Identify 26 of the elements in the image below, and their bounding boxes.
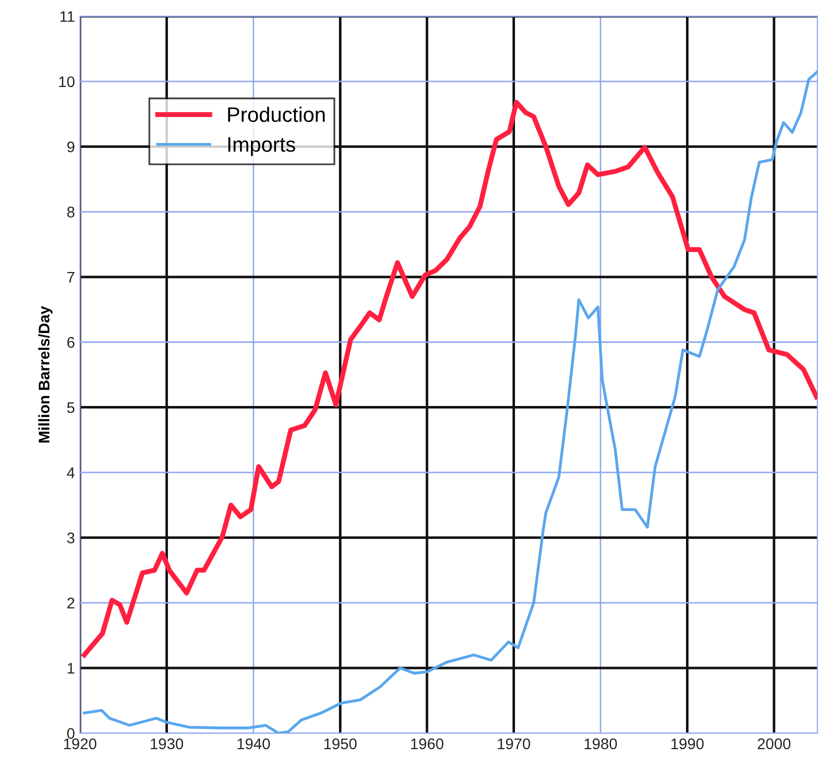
- x-tick-label: 1940: [238, 738, 270, 750]
- y-tick-label: 3: [67, 532, 74, 544]
- x-tick-label: 1950: [324, 738, 357, 750]
- x-tick-label: 1920: [64, 738, 96, 750]
- y-tick-label: 4: [66, 467, 75, 478]
- y-tick-label: 8: [67, 206, 74, 218]
- y-tick-label: 9: [67, 141, 74, 152]
- x-tick-label: 1980: [584, 738, 617, 750]
- y-tick-label: 11: [60, 11, 74, 22]
- legend-label: Production: [228, 106, 325, 122]
- x-tick-label: 1960: [411, 738, 444, 750]
- x-tick-label: 1990: [671, 738, 704, 750]
- y-tick-label: 6: [67, 336, 74, 348]
- x-tick-label: 1970: [498, 738, 530, 750]
- y-tick-label: 1: [68, 663, 74, 674]
- legend-label: Imports: [228, 137, 296, 156]
- y-tick-label: 2: [67, 598, 74, 608]
- line-series: [82, 70, 818, 734]
- y-tick-label: 0: [67, 728, 74, 739]
- y-tick-label: 10: [59, 76, 74, 88]
- x-tick-label: 1930: [150, 738, 184, 750]
- y-axis-title: Million Barrels/Day: [38, 306, 53, 442]
- line-series: [82, 100, 818, 658]
- y-tick-label: 5: [67, 402, 74, 413]
- x-tick-label: 2000: [758, 738, 790, 750]
- y-tick-label: 7: [67, 272, 74, 282]
